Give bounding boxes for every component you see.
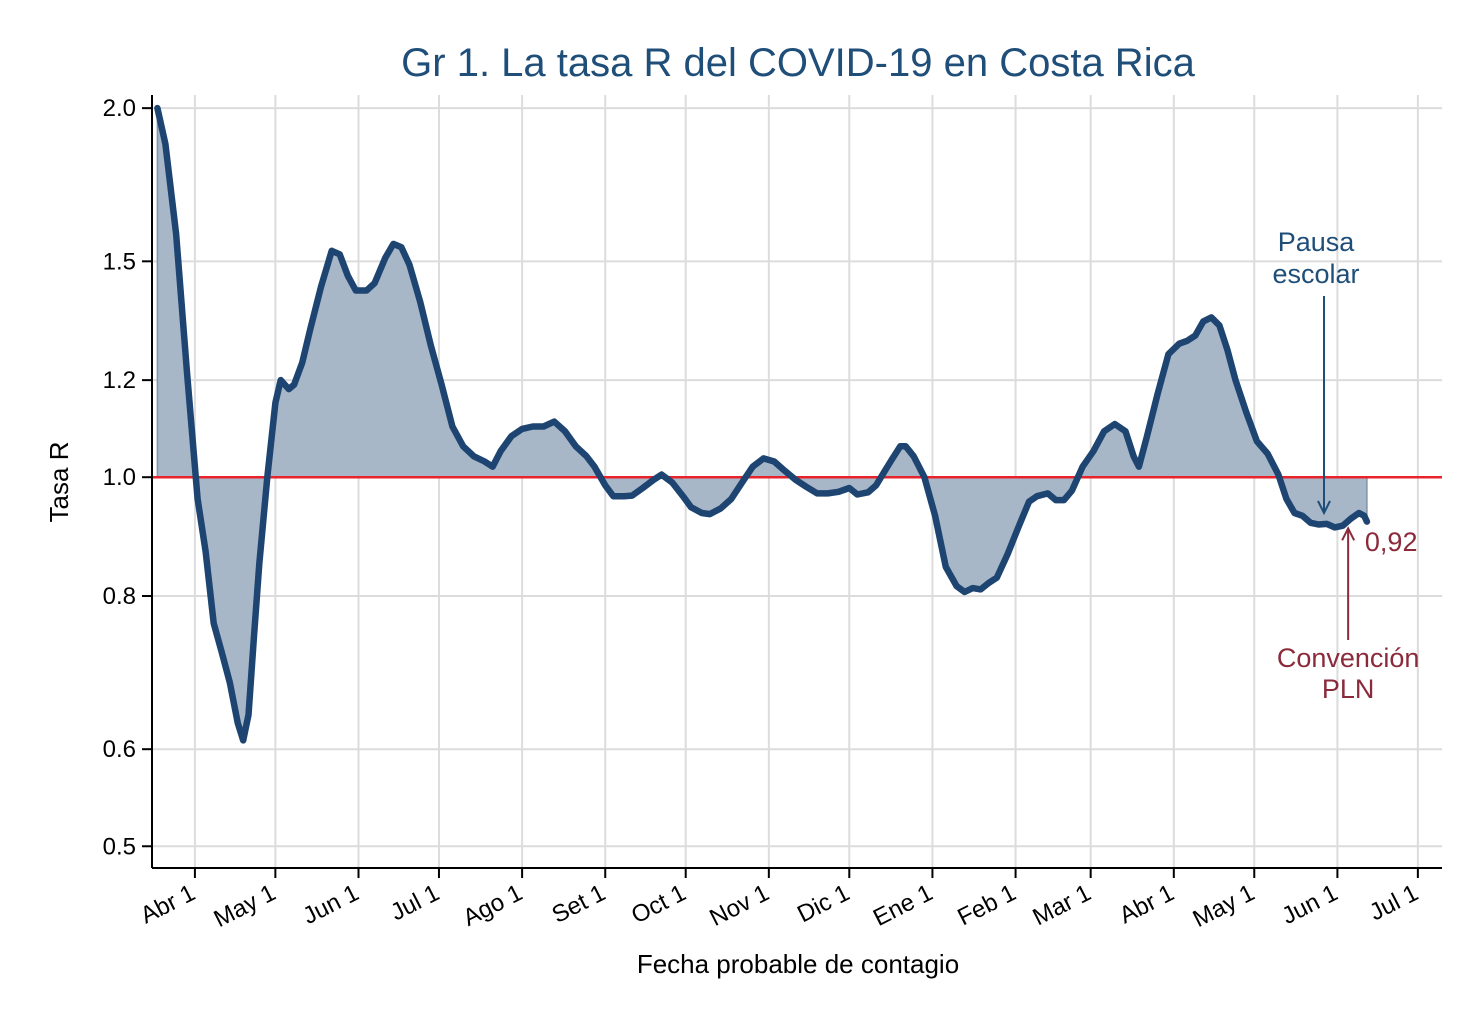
y-tick-label: 0.5 [103, 833, 136, 860]
pausa-arrow-head [1317, 500, 1331, 516]
x-axis-label: Fecha probable de contagio [637, 949, 959, 979]
x-tick-label: May 1 [210, 879, 280, 933]
y-tick-label: 1.2 [103, 367, 136, 394]
x-tick-label: Jun 1 [1278, 879, 1343, 930]
x-tick-label: Oct 1 [627, 879, 690, 929]
y-tick-label: 0.8 [103, 583, 136, 610]
y-tick-label: 1.0 [103, 464, 136, 491]
chart-title: Gr 1. La tasa R del COVID-19 en Costa Ri… [401, 41, 1195, 85]
x-tick-label: Abr 1 [1115, 879, 1178, 929]
x-tick-label: Jul 1 [1365, 879, 1422, 926]
axes [142, 95, 1442, 878]
gridlines [152, 95, 1442, 868]
x-tick-label: Nov 1 [705, 879, 773, 932]
x-tick-label: Set 1 [548, 879, 610, 929]
x-tick-label: Mar 1 [1028, 879, 1095, 931]
x-tick-label: Jun 1 [299, 879, 364, 930]
x-tick-label: Dic 1 [793, 879, 854, 928]
y-axis-label: Tasa R [44, 442, 74, 523]
y-tick-label: 0.6 [103, 736, 136, 763]
annotation-pausa-escolar: Pausa [1278, 227, 1356, 257]
x-tick-label: Ene 1 [869, 879, 937, 932]
y-tick-label: 2.0 [103, 95, 136, 122]
series-line [154, 104, 1371, 744]
area-fill-layer [156, 107, 1368, 744]
x-tick-label: Feb 1 [953, 879, 1020, 931]
x-tick-label: Jul 1 [386, 879, 443, 926]
series-line-layer [154, 104, 1371, 744]
convencion-arrow-head [1341, 526, 1356, 541]
x-tick-label: Abr 1 [136, 879, 199, 929]
x-tick-label: May 1 [1189, 879, 1259, 933]
last-value-label: 0,92 [1365, 527, 1418, 557]
x-tick-label: Ago 1 [459, 879, 527, 932]
annotation-convencion-pln: PLN [1322, 674, 1375, 704]
series-area-fill [156, 107, 1368, 744]
annotation-pausa-escolar: escolar [1272, 259, 1359, 289]
y-tick-label: 1.5 [103, 248, 136, 275]
annotation-convencion-pln: Convención [1277, 643, 1420, 673]
